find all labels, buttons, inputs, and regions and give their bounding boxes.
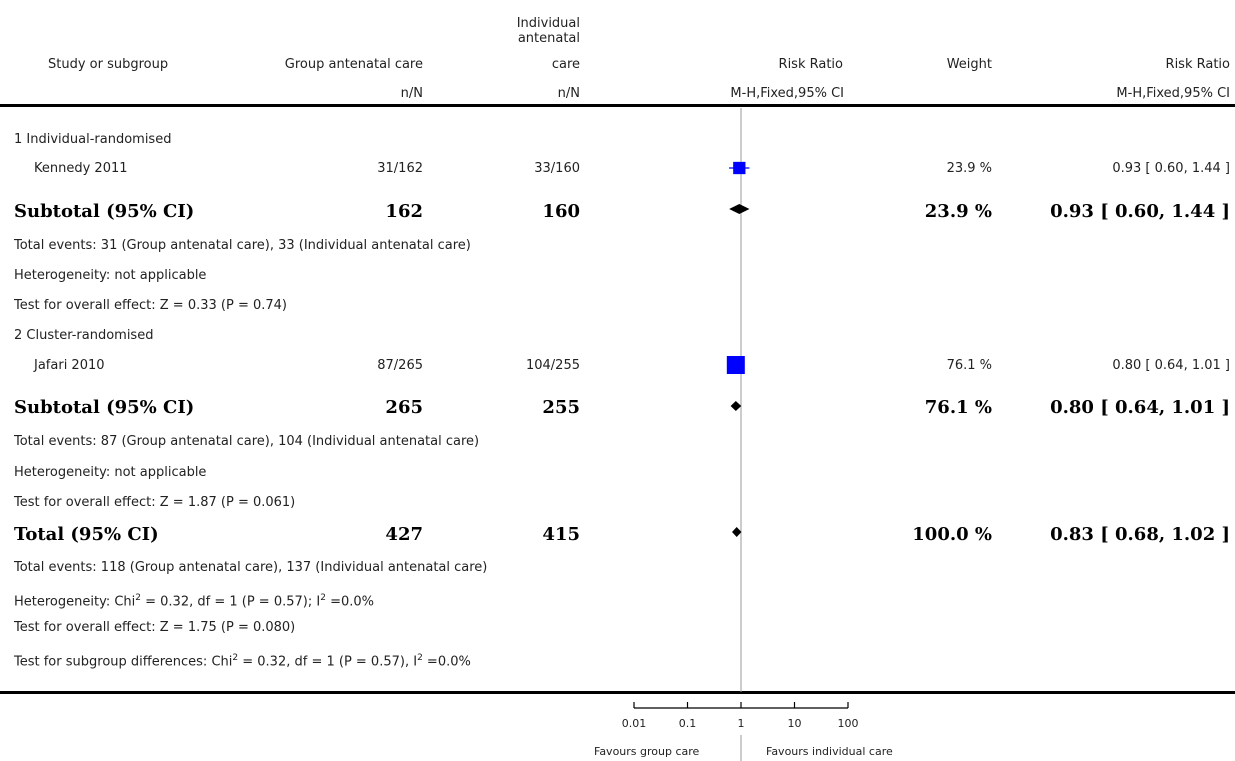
summary-diamond — [729, 204, 750, 214]
total-indiv: 415 — [542, 524, 580, 545]
het-suffix: =0.0% — [325, 594, 374, 610]
subheader-rr: M-H,Fixed,95% CI — [730, 86, 844, 101]
het-middle: = 0.32, df = 1 (P = 0.57); I — [141, 594, 321, 610]
header-study: Study or subgroup — [48, 57, 169, 72]
favours-right-label: Favours individual care — [766, 745, 893, 758]
subtotal-indiv: 255 — [542, 397, 580, 418]
overall-effect-text: Test for overall effect: Z = 0.33 (P = 0… — [14, 298, 287, 313]
subtotal-indiv: 160 — [542, 201, 580, 222]
study-name: Kennedy 2011 — [34, 161, 128, 176]
sg-suffix: =0.0% — [422, 654, 471, 670]
subtotal-ci: 0.80 [ 0.64, 1.01 ] — [1050, 397, 1230, 418]
subheader-rr-2: M-H,Fixed,95% CI — [1116, 86, 1230, 101]
header-risk-ratio-2: Risk Ratio — [1165, 57, 1230, 72]
study-indiv-events: 104/255 — [525, 358, 580, 373]
subtotal-weight: 76.1 % — [924, 397, 992, 418]
total-events-text: Total events: 118 (Group antenatal care)… — [14, 560, 488, 575]
total-ci: 0.83 [ 0.68, 1.02 ] — [1050, 524, 1230, 545]
overall-effect-text: Test for overall effect: Z = 1.75 (P = 0… — [14, 620, 296, 635]
x-tick-label: 10 — [788, 717, 802, 730]
subgroup-title: 2 Cluster-randomised — [14, 328, 154, 343]
summary-diamond — [732, 527, 742, 537]
total-events-text: Total events: 87 (Group antenatal care),… — [14, 434, 480, 449]
study-box — [733, 161, 746, 175]
heterogeneity-text: Heterogeneity: not applicable — [14, 465, 207, 480]
sg-sup: 2 — [232, 653, 239, 663]
het-prefix: Heterogeneity: Chi — [14, 594, 136, 610]
header-indiv-line3: care — [551, 57, 580, 72]
study-weight: 76.1 % — [946, 358, 992, 373]
header-rule — [0, 104, 1235, 107]
subgroup-title: 1 Individual-randomised — [14, 132, 172, 147]
subtotal-ci: 0.93 [ 0.60, 1.44 ] — [1050, 201, 1230, 222]
total-weight: 100.0 % — [912, 524, 992, 545]
study-group-events: 31/162 — [377, 161, 423, 176]
heterogeneity-text: Heterogeneity: not applicable — [14, 268, 207, 283]
study-ci: 0.93 [ 0.60, 1.44 ] — [1112, 161, 1230, 176]
study-name: Jafari 2010 — [34, 358, 105, 373]
total-heterogeneity-text: Heterogeneity: Chi2 = 0.32, df = 1 (P = … — [14, 590, 374, 610]
het-sup: 2 — [320, 593, 326, 603]
x-tick-label: 0.1 — [679, 717, 697, 730]
sg-middle: = 0.32, df = 1 (P = 0.57), I — [238, 654, 418, 670]
subtotal-label: Subtotal (95% CI) — [14, 201, 195, 222]
sg-prefix: Test for subgroup differences: Chi — [14, 654, 233, 670]
subtotal-group: 265 — [385, 397, 423, 418]
header-weight: Weight — [946, 57, 992, 72]
total-group: 427 — [385, 524, 423, 545]
sg-sup: 2 — [417, 653, 423, 663]
study-group-events: 87/265 — [377, 358, 423, 373]
favours-left-label: Favours group care — [594, 745, 700, 758]
x-tick-label: 0.01 — [622, 717, 647, 730]
footer-rule — [0, 691, 1235, 694]
study-weight: 23.9 % — [946, 161, 992, 176]
x-tick-label: 1 — [738, 717, 745, 730]
subtotal-weight: 23.9 % — [924, 201, 992, 222]
header-indiv-line1: Individual — [516, 16, 580, 31]
header-indiv-line2: antenatal — [517, 31, 580, 46]
total-label: Total (95% CI) — [14, 524, 159, 545]
summary-diamond — [730, 401, 742, 411]
study-box — [726, 356, 745, 374]
header-risk-ratio: Risk Ratio — [778, 57, 843, 72]
het-sup: 2 — [135, 593, 141, 603]
subtotal-label: Subtotal (95% CI) — [14, 397, 195, 418]
subheader-indiv: n/N — [557, 86, 580, 101]
subtotal-group: 162 — [385, 201, 423, 222]
study-indiv-events: 33/160 — [534, 161, 580, 176]
subgroup-differences-text: Test for subgroup differences: Chi2 = 0.… — [14, 650, 471, 670]
subheader-group: n/N — [400, 86, 423, 101]
x-tick-label: 100 — [838, 717, 859, 730]
header-group: Group antenatal care — [284, 57, 423, 72]
overall-effect-text: Test for overall effect: Z = 1.87 (P = 0… — [14, 495, 296, 510]
total-events-text: Total events: 31 (Group antenatal care),… — [14, 238, 471, 253]
study-ci: 0.80 [ 0.64, 1.01 ] — [1112, 358, 1230, 373]
